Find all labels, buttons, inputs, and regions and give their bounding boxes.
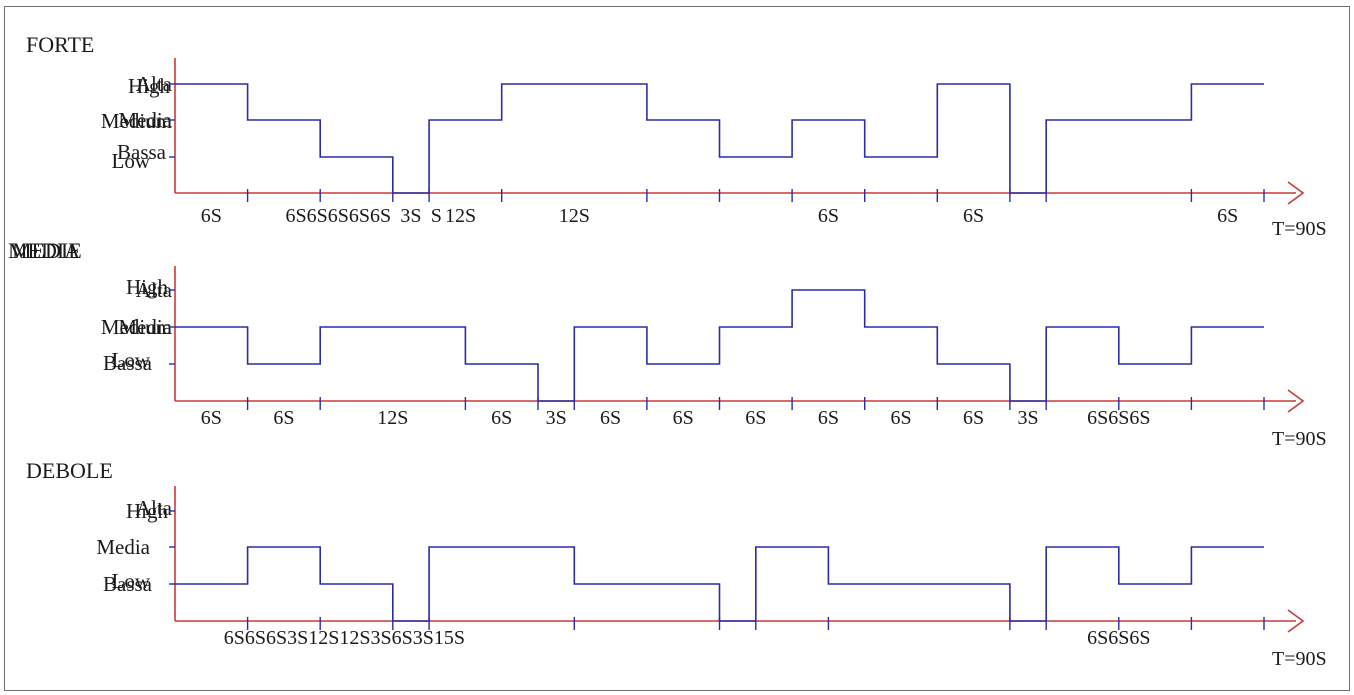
duration-label: 6S6S6S: [1087, 627, 1150, 649]
level-label-low-overlay: Low: [112, 569, 151, 593]
time-ticks: [246, 189, 1265, 202]
duration-label: 3S: [546, 407, 567, 429]
time-axis-arrow: [1287, 609, 1305, 633]
level-label-medium: Media: [118, 108, 172, 132]
level-label-medium-overlay: Medium: [101, 315, 172, 339]
duration-label: 6S: [273, 407, 294, 429]
level-label-low: Bassa: [103, 572, 153, 596]
panel-title: DEBOLE: [26, 458, 113, 483]
level-label-high: Alta: [136, 278, 173, 302]
duration-label: 6S: [963, 205, 984, 227]
panel-media: MEDIA MEDIE Alta High Media Medium Bassa…: [8, 238, 1327, 450]
duration-labels: 6S 6S6S6S6S6S 3S S 12S 12S 6S 6S 6S: [201, 205, 1239, 227]
duration-label: 6S: [890, 407, 911, 429]
total-time-label: T=90S: [1272, 648, 1327, 670]
duration-label: 6S: [745, 407, 766, 429]
level-label-high: Alta: [136, 496, 173, 520]
duration-label: 6S6S6S3S12S12S3S6S3S15S: [224, 627, 465, 649]
duration-label: 12S: [559, 205, 590, 227]
level-label-high-overlay: High: [126, 275, 169, 299]
duration-label: 6S: [201, 407, 222, 429]
duration-labels: 6S 6S 12S 6S 3S 6S 6S 6S 6S 6S 6S 3S 6S6S6S: [201, 407, 1151, 429]
duration-label: 3S: [1017, 407, 1038, 429]
level-label-low: Bassa: [117, 140, 167, 164]
panel-axes: [174, 266, 1305, 413]
level-trace: [175, 289, 1264, 402]
panel-title-overlay: MEDIE: [12, 238, 82, 263]
panel-forte: FORTE Alta High Media Medium Bassa Low 6…: [26, 32, 1327, 240]
panel-title: FORTE: [26, 32, 94, 57]
time-axis-arrow: [1287, 181, 1305, 205]
level-trace: [175, 546, 1264, 622]
total-time-label: T=90S: [1272, 428, 1327, 450]
duration-label: 6S: [491, 407, 512, 429]
time-ticks: [246, 397, 1265, 410]
level-label-low: Bassa: [103, 351, 153, 375]
total-time-label: T=90S: [1272, 218, 1327, 240]
level-ticks: [169, 289, 175, 365]
panel-debole: DEBOLE Alta High Media Bassa Low 6S6S6S3…: [26, 458, 1327, 670]
level-label-high-overlay: High: [126, 499, 169, 523]
level-ticks: [169, 83, 175, 158]
duration-label: 6S: [1217, 205, 1238, 227]
level-label-low-overlay: Low: [112, 348, 151, 372]
panel-axes: [174, 486, 1305, 633]
duration-label: 12S: [445, 205, 476, 227]
duration-labels: 6S6S6S3S12S12S3S6S3S15S 6S6S6S: [224, 627, 1151, 649]
duration-label: 12S: [377, 407, 408, 429]
time-axis-arrow: [1287, 389, 1305, 413]
duration-label: 3S: [400, 205, 421, 227]
duration-label: 6S: [600, 407, 621, 429]
level-ticks: [169, 510, 175, 585]
duration-label: 6S6S6S6S6S: [286, 205, 392, 227]
level-label-medium: Media: [96, 535, 150, 559]
level-label-high-overlay: High: [128, 74, 171, 98]
level-label-medium: Media: [118, 315, 172, 339]
level-label-high: Alta: [136, 72, 173, 96]
duration-label: 6S: [818, 205, 839, 227]
level-label-low-overlay: Low: [112, 149, 151, 173]
duration-label: 6S6S6S: [1087, 407, 1150, 429]
panel-title: MEDIA: [8, 238, 80, 263]
duration-label: 6S: [673, 407, 694, 429]
duration-label: S: [431, 205, 442, 227]
level-label-medium-overlay: Medium: [101, 109, 172, 133]
level-trace: [175, 83, 1264, 194]
panel-axes: [174, 58, 1305, 205]
duration-label: 6S: [963, 407, 984, 429]
duration-label: 6S: [201, 205, 222, 227]
duration-label: 6S: [818, 407, 839, 429]
